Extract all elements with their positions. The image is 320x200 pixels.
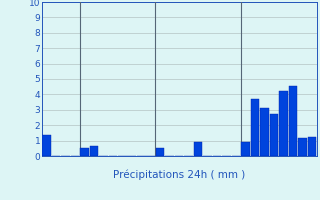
Bar [80, 148, 89, 156]
Bar [298, 138, 307, 156]
Bar [251, 99, 260, 156]
Bar [260, 108, 269, 156]
Bar [42, 135, 51, 156]
Bar [90, 146, 98, 156]
Bar [241, 142, 250, 156]
Bar [289, 86, 297, 156]
Bar [270, 114, 278, 156]
Bar [279, 91, 288, 156]
Bar [156, 148, 164, 156]
Bar [194, 142, 203, 156]
X-axis label: Précipitations 24h ( mm ): Précipitations 24h ( mm ) [113, 170, 245, 180]
Bar [308, 137, 316, 156]
